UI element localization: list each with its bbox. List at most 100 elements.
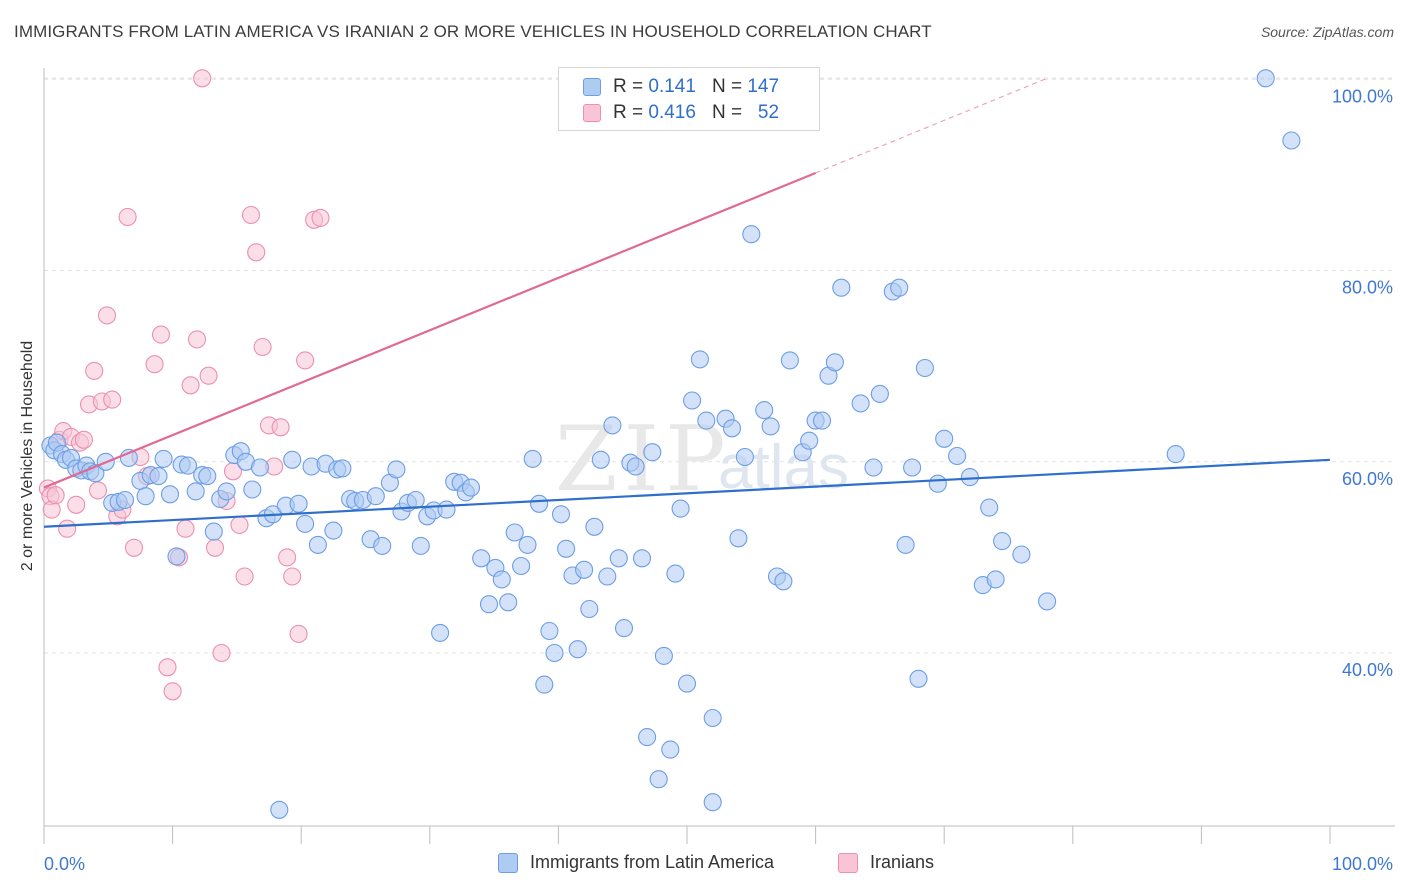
point-latin-america: [1038, 592, 1057, 611]
point-latin-america: [387, 460, 406, 479]
point-latin-america: [198, 467, 217, 486]
point-latin-america: [270, 800, 289, 819]
point-latin-america: [870, 384, 889, 403]
data-points: [38, 69, 1301, 819]
point-latin-america: [406, 490, 425, 510]
point-iranians: [230, 515, 249, 534]
point-latin-america: [505, 523, 524, 542]
point-latin-america: [729, 529, 748, 548]
point-latin-america: [333, 459, 352, 478]
point-latin-america: [800, 431, 819, 450]
point-iranians: [212, 643, 231, 663]
point-latin-america: [296, 514, 315, 533]
point-iranians: [158, 658, 177, 677]
point-latin-america: [154, 449, 173, 468]
point-latin-america: [980, 498, 999, 517]
trend-line-iranians-extension: [815, 77, 1048, 174]
y-tick-label: 100.0%: [1332, 86, 1393, 106]
point-latin-america: [575, 560, 594, 579]
point-latin-america: [986, 570, 1005, 589]
point-latin-america: [461, 478, 481, 497]
point-iranians: [283, 567, 302, 586]
point-latin-america: [512, 556, 531, 576]
point-latin-america: [545, 643, 564, 663]
point-iranians: [145, 355, 164, 374]
point-latin-america: [551, 505, 571, 524]
point-iranians: [118, 207, 137, 227]
point-iranians: [74, 430, 93, 449]
point-latin-america: [903, 458, 922, 477]
point-latin-america: [690, 350, 709, 369]
point-iranians: [151, 325, 171, 344]
point-latin-america: [557, 539, 576, 558]
correlation-legend: R = 0.141 N = 147 R = 0.416 N = 52: [558, 67, 820, 131]
point-latin-america: [479, 595, 499, 614]
point-iranians: [176, 519, 195, 538]
point-latin-america: [1256, 69, 1275, 88]
x-tick-label: 100.0%: [1332, 854, 1393, 874]
source-credit: Source: ZipAtlas.com: [1260, 24, 1394, 40]
point-iranians: [271, 418, 290, 437]
point-iranians: [235, 567, 254, 586]
y-axis-title: 2 or more Vehicles in Household: [19, 340, 36, 572]
point-latin-america: [149, 467, 168, 486]
point-latin-america: [591, 450, 610, 469]
point-iranians: [193, 69, 212, 88]
point-latin-america: [167, 547, 186, 566]
point-latin-america: [530, 494, 549, 513]
point-latin-america: [896, 535, 915, 554]
legend-r-value: 0.141: [648, 76, 696, 97]
legend-n-label: N =: [711, 102, 743, 123]
trend-lines: [43, 77, 1331, 528]
point-latin-america: [993, 532, 1012, 551]
point-latin-america: [638, 728, 657, 747]
point-latin-america: [812, 411, 832, 430]
bottom-legend-swatch-pink: [838, 852, 858, 873]
point-latin-america: [683, 391, 702, 410]
point-latin-america: [324, 521, 343, 540]
point-latin-america: [626, 457, 645, 476]
point-iranians: [124, 538, 144, 557]
point-iranians: [296, 351, 315, 370]
point-iranians: [187, 330, 207, 349]
point-latin-america: [217, 482, 236, 501]
point-latin-america: [697, 411, 716, 430]
point-iranians: [46, 486, 65, 505]
point-latin-america: [437, 500, 456, 519]
point-iranians: [241, 205, 261, 225]
point-latin-america: [666, 564, 685, 583]
legend-r-value: 0.416: [648, 102, 696, 123]
chart-title: IMMIGRANTS FROM LATIN AMERICA VS IRANIAN…: [14, 22, 932, 41]
point-latin-america: [928, 474, 947, 493]
point-latin-america: [136, 487, 155, 506]
trend-line-latin-america: [43, 458, 1331, 528]
point-iranians: [247, 243, 266, 262]
point-latin-america: [935, 429, 954, 448]
point-latin-america: [735, 447, 754, 467]
point-latin-america: [703, 793, 722, 812]
point-latin-america: [160, 485, 180, 504]
point-latin-america: [540, 621, 559, 641]
point-latin-america: [243, 480, 262, 499]
point-latin-america: [1012, 545, 1031, 564]
point-latin-america: [722, 419, 742, 438]
point-latin-america: [909, 669, 928, 688]
point-latin-america: [654, 646, 673, 665]
point-latin-america: [518, 535, 537, 554]
point-latin-america: [186, 482, 205, 501]
x-tick-label: 0.0%: [44, 854, 85, 874]
point-latin-america: [755, 401, 774, 420]
point-iranians: [85, 361, 104, 380]
bottom-legend-swatch-blue: [498, 852, 518, 873]
legend-row-latin-america: R = 0.141 N = 147: [583, 75, 779, 99]
legend-r-label: R =: [613, 76, 644, 97]
point-iranians: [289, 624, 308, 643]
y-tick-label: 80.0%: [1342, 278, 1393, 298]
point-latin-america: [523, 449, 542, 468]
point-latin-america: [742, 225, 761, 244]
point-latin-america: [499, 593, 518, 612]
point-latin-america: [864, 458, 883, 477]
bottom-legend-label: Immigrants from Latin America: [530, 852, 775, 872]
point-latin-america: [609, 549, 628, 568]
